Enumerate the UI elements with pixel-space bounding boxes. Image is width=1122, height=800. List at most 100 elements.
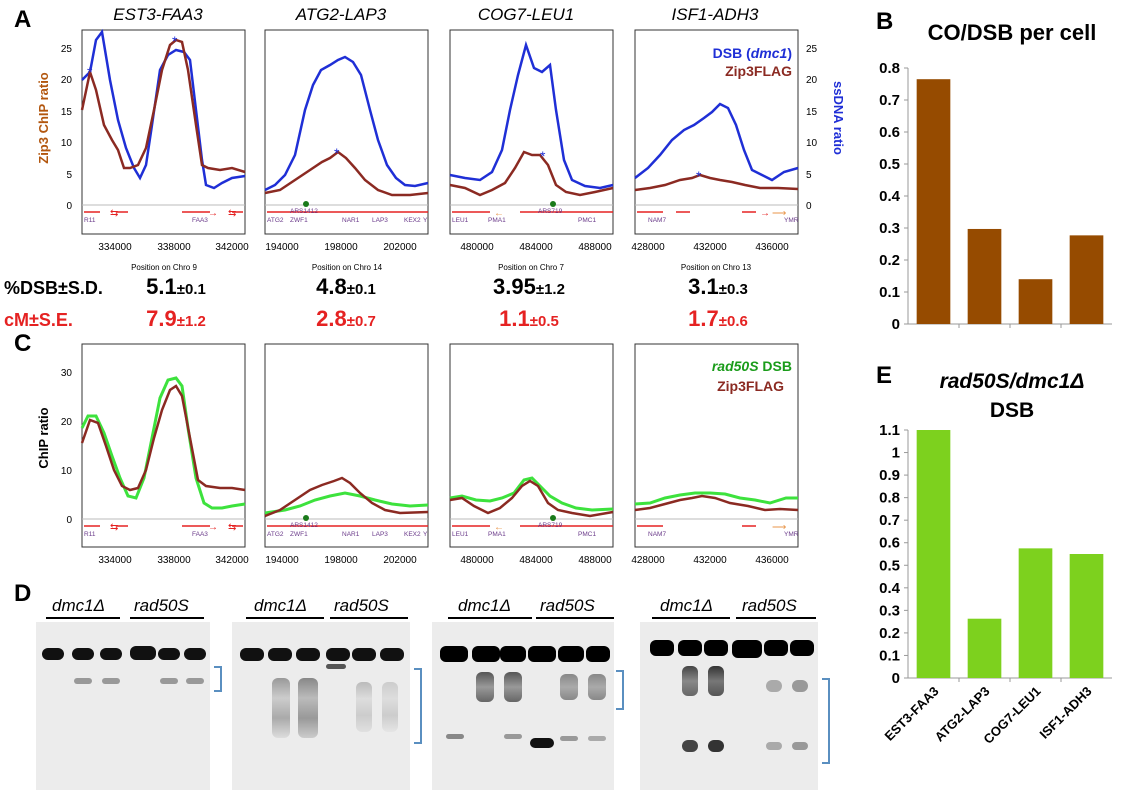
ssdna-ratio-label: ssDNA ratio [831, 81, 846, 155]
cm-stat-value-1: 7.9±1.2 [146, 306, 206, 331]
gene-label: ARS1412 [290, 522, 318, 529]
y-tick-label: 0 [892, 316, 900, 333]
zip3-curve [264, 476, 429, 518]
dsb-bracket [414, 668, 422, 744]
zip3-curve [449, 150, 614, 197]
legend-zip3flag: Zip3FLAG [725, 63, 792, 79]
gene-arrow: ⟶ [772, 208, 786, 219]
y-tick-label: 0.8 [879, 60, 900, 77]
gel-band [560, 736, 578, 741]
peak-star: * [540, 148, 546, 164]
cm-stat-value-3: 1.1±0.5 [499, 306, 559, 331]
x-tick: 484000 [519, 555, 553, 566]
y-tick-right: 10 [806, 138, 818, 149]
gel-band [476, 672, 494, 702]
gel-header-dmc1: dmc1Δ [254, 596, 307, 615]
gene-label: FAA3 [192, 531, 208, 538]
dsb-stat-label: %DSB±S.D. [4, 278, 103, 298]
x-tick: 484000 [519, 242, 553, 253]
rad50s-dsb-curve [449, 476, 614, 512]
lane-group-underline [246, 617, 324, 619]
gel-band [560, 674, 578, 700]
panel-letter-c: C [14, 330, 32, 357]
position-label: Position on Chro 13 [681, 263, 752, 272]
rad50s-dsb-curve [264, 491, 429, 515]
gene-label: ARS719 [538, 522, 563, 529]
plot-frame-1 [81, 29, 246, 235]
lane-group-underline [46, 617, 120, 619]
gene-label: YMR [784, 531, 799, 538]
gel-band [704, 640, 728, 656]
dsb-bracket [214, 666, 222, 692]
peak-star: * [87, 64, 93, 80]
lane-group-underline [736, 617, 816, 619]
y-tick: 25 [61, 44, 73, 55]
plot-frame-1 [81, 343, 246, 548]
bar-est3-faa3 [916, 79, 951, 324]
gene-label: ATG2 [267, 217, 284, 224]
gel-band [446, 734, 464, 739]
zip3-curve [634, 173, 799, 192]
cm-stat-label: cM±S.E. [4, 310, 73, 330]
dsb-curve [449, 40, 614, 190]
gel-band [588, 674, 606, 700]
gel-band [504, 734, 522, 739]
gene-arrow: ← [494, 522, 504, 533]
gene-label: PMA1 [488, 217, 506, 224]
gel-band [268, 648, 292, 661]
gel-band [326, 664, 346, 669]
gel-band [380, 648, 404, 661]
y-tick: 20 [61, 417, 73, 428]
gene-label: Y [423, 217, 428, 224]
gel-band [682, 740, 698, 752]
peak-star: * [334, 145, 340, 161]
gel-band [678, 640, 702, 656]
gel-image-1 [36, 622, 210, 790]
y-tick-label: 0.2 [879, 252, 900, 269]
gene-label: ATG2 [267, 531, 284, 538]
x-tick: 198000 [324, 242, 358, 253]
y-tick-label: 0.2 [879, 625, 900, 642]
chip-ratio-label: ChIP ratio [36, 407, 51, 468]
gene-label: R11 [84, 531, 96, 538]
x-tick: 338000 [157, 242, 191, 253]
gel-band [650, 640, 674, 656]
x-tick: 194000 [265, 242, 299, 253]
gel-image-3 [432, 622, 614, 790]
locus-title-1: EST3-FAA3 [113, 5, 203, 24]
chart-b-title: CO/DSB per cell [928, 20, 1097, 45]
gel-band [586, 646, 610, 662]
gene-arrow: ⟶ [772, 522, 786, 533]
gene-label: PMC1 [578, 217, 596, 224]
rad50s-dsb-curve [634, 491, 798, 506]
gene-label: LEU1 [452, 217, 469, 224]
y-tick-right: 15 [806, 107, 818, 118]
y-tick-label: 0.8 [879, 490, 900, 507]
panel-e-bar-chart: rad50S/dmc1Δ DSB 0 0.1 0.2 0.3 0.4 0.5 0.6 0.7 0… [879, 370, 1112, 747]
lane-group-underline [652, 617, 730, 619]
gel-band [708, 740, 724, 752]
plot-frame-2 [264, 29, 429, 235]
zip3-curve [449, 479, 614, 518]
gel-band [790, 640, 814, 656]
gene-label: LAP3 [372, 531, 388, 538]
ars-dot [303, 201, 309, 207]
y-tick-right: 25 [806, 44, 818, 55]
dsb-curve [634, 102, 799, 182]
lane-group-underline [130, 617, 204, 619]
dsb-bracket [822, 678, 830, 764]
bar-cog7-leu1 [1018, 279, 1053, 324]
y-tick-label: 1.1 [879, 422, 900, 439]
gel-band [382, 682, 398, 732]
panel-letter-a: A [14, 6, 32, 33]
gel-band [296, 648, 320, 661]
gel-band [528, 646, 556, 662]
category-label: ISF1-ADH3 [1037, 684, 1095, 742]
gel-band [356, 682, 372, 732]
chart-e-title-line2: DSB [990, 399, 1034, 422]
x-tick: 198000 [324, 555, 358, 566]
y-tick-label: 0.9 [879, 467, 900, 484]
gel-band [240, 648, 264, 661]
gene-label: NAM7 [648, 531, 666, 538]
ars-dot [550, 515, 556, 521]
